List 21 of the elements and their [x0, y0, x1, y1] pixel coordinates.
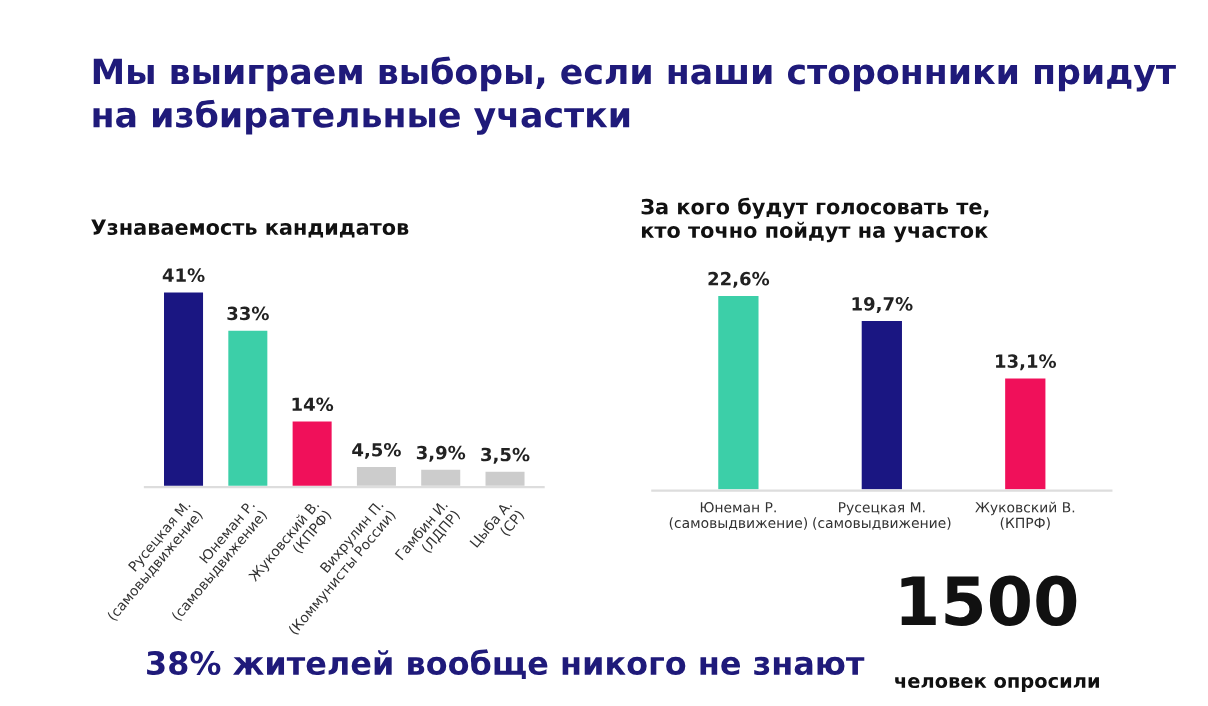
text: 1500: [901, 575, 1077, 627]
bar: [161, 289, 206, 488]
data-label: 22,6%: [708, 271, 770, 288]
data-label: 3,9%: [416, 445, 466, 462]
data-label: 14%: [292, 397, 334, 412]
bar: [289, 418, 335, 488]
bar: [482, 469, 528, 488]
text: человек опросили: [895, 676, 1099, 692]
chart-subtitle: За кого будут голосовать те, кто точно пойдут на участок: [641, 197, 989, 243]
data-label: 41%: [162, 268, 205, 282]
data-label: 4,5%: [352, 442, 401, 459]
bar: [225, 327, 271, 488]
text: 38% жителей вообще никого не знают: [147, 649, 865, 680]
bar: [354, 464, 399, 488]
data-label: 19,7%: [852, 297, 913, 313]
data-label: 3,5%: [481, 447, 530, 464]
data-label: 33%: [227, 306, 269, 321]
bar: [418, 467, 464, 488]
text: Мы выиграем выборы, если наши сторонники придут на избирательные участки: [93, 56, 1176, 135]
chart-subtitle: Узнаваемость кандидатов: [91, 219, 409, 238]
data-label: 13,1%: [996, 354, 1057, 371]
